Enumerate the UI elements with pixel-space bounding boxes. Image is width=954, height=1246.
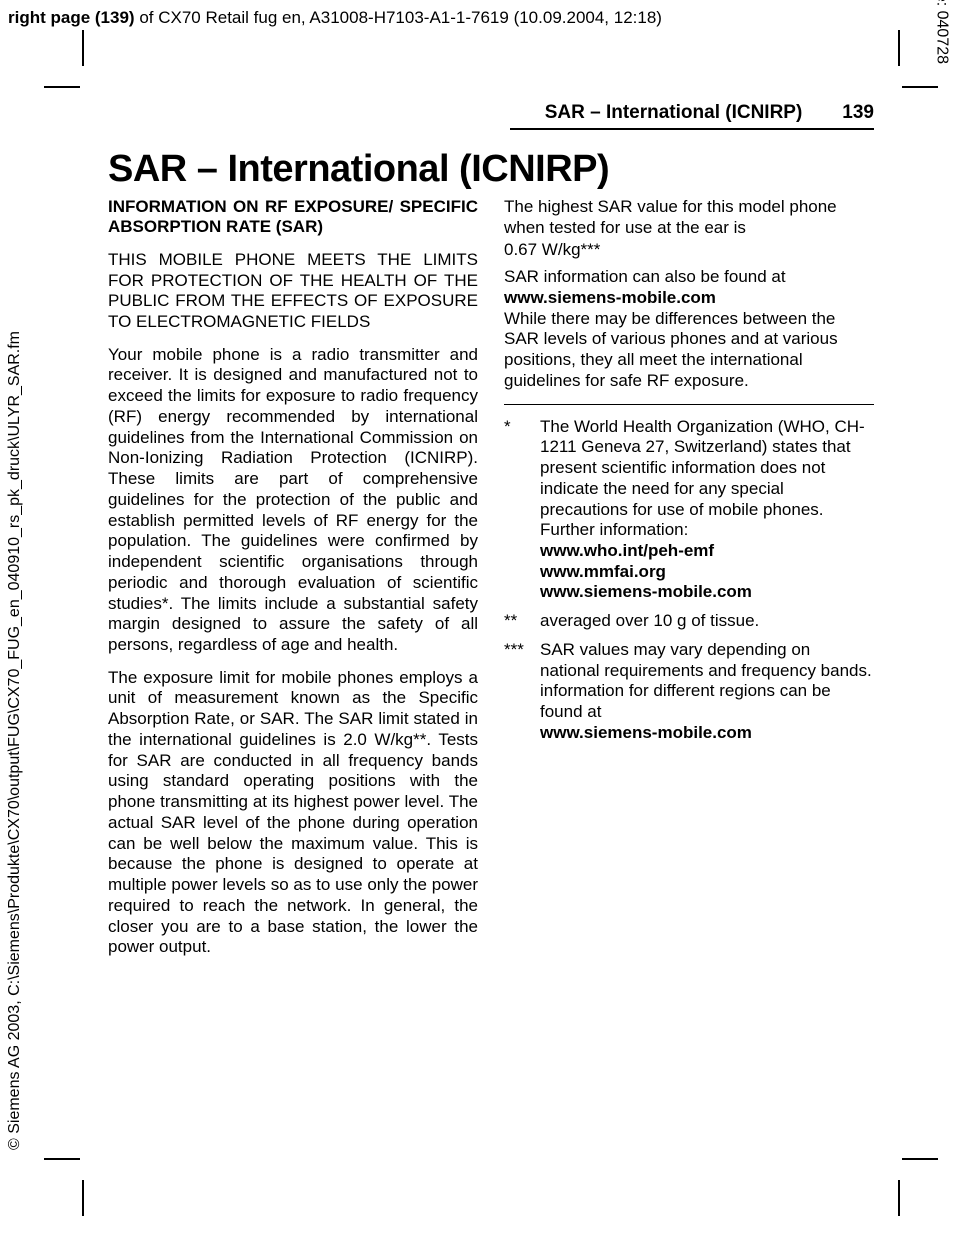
footnote: *** SAR values may vary depending on nat… [504,640,874,744]
body-paragraph: The highest SAR value for this model pho… [504,197,874,238]
top-meta-bold: right page (139) [8,8,135,27]
footnote-mark: * [504,417,530,604]
crop-mark [898,1180,900,1216]
link-text: www.mmfai.org [540,562,666,581]
crop-mark [902,1158,938,1160]
body-text: SAR information can also be found at [504,267,786,286]
link-text: www.siemens-mobile.com [504,288,716,307]
columns: INFORMATION ON RF EXPOSURE/ SPECIFIC ABS… [108,197,874,970]
footnote-text: The World Health Organization (WHO, CH-1… [540,417,865,519]
footnote-body: SAR values may vary depending on nationa… [540,640,874,744]
right-column: The highest SAR value for this model pho… [504,197,874,970]
crop-mark [82,30,84,66]
caps-paragraph: THIS MOBILE PHONE MEETS THE LIMITS FOR P… [108,250,478,333]
footnote-body: The World Health Organization (WHO, CH-1… [540,417,874,604]
right-margin-text: VAR Language: en; VAR issue date: 040728 [932,0,950,64]
divider [504,404,874,405]
crop-mark [44,86,80,88]
link-text: www.who.int/peh-emf [540,541,714,560]
running-header: SAR – International (ICNIRP) 139 [545,102,874,124]
page-title: SAR – International (ICNIRP) [108,148,874,191]
crop-mark [44,1158,80,1160]
subheading: INFORMATION ON RF EXPOSURE/ SPECIFIC ABS… [108,197,478,238]
left-margin-text: © Siemens AG 2003, C:\Siemens\Produkte\C… [6,331,24,1150]
footnote: * The World Health Organization (WHO, CH… [504,417,874,604]
crop-mark [898,30,900,66]
footnote-mark: *** [504,640,530,744]
body-paragraph: While there may be differences between t… [504,309,874,392]
page: right page (139) of CX70 Retail fug en, … [0,0,954,1246]
left-column: INFORMATION ON RF EXPOSURE/ SPECIFIC ABS… [108,197,478,970]
page-number: 139 [842,102,874,124]
footnote-text: averaged over 10 g of tissue. [540,611,874,632]
body-paragraph: Your mobile phone is a radio transmitter… [108,345,478,656]
running-title: SAR – International (ICNIRP) [545,102,803,124]
content: SAR – International (ICNIRP) INFORMATION… [108,148,874,1156]
top-meta-rest: of CX70 Retail fug en, A31008-H7103-A1-1… [135,8,662,27]
crop-mark [82,1180,84,1216]
top-meta: right page (139) of CX70 Retail fug en, … [8,8,662,28]
sar-value: 0.67 W/kg*** [504,240,874,261]
footnote-mark: ** [504,611,530,632]
footnote-text: SAR values may vary depending on nationa… [540,640,872,721]
header-underline [510,128,874,130]
further-info-label: Further information: [540,520,688,539]
footnote: ** averaged over 10 g of tissue. [504,611,874,632]
footnotes: * The World Health Organization (WHO, CH… [504,417,874,744]
crop-mark [902,86,938,88]
body-paragraph: The exposure limit for mobile phones emp… [108,668,478,958]
link-text: www.siemens-mobile.com [540,582,752,601]
link-text: www.siemens-mobile.com [540,723,752,742]
